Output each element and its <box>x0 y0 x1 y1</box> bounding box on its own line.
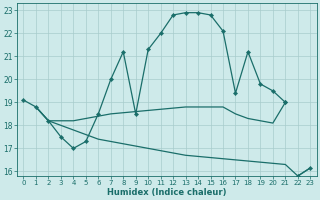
X-axis label: Humidex (Indice chaleur): Humidex (Indice chaleur) <box>107 188 227 197</box>
